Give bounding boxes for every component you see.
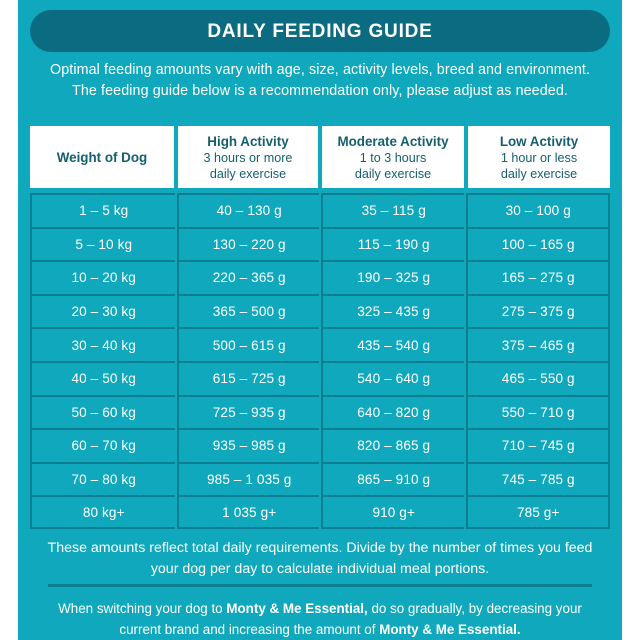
table-row: 10 – 20 kg 220 – 365 g 190 – 325 g 165 – 27…: [30, 260, 610, 294]
column-header-subtitle: 1 to 3 hours daily exercise: [354, 150, 432, 181]
cell-low: 275 – 375 g: [466, 293, 610, 328]
table-row: 60 – 70 kg 935 – 985 g 820 – 865 g 710 – 74…: [30, 428, 610, 462]
cell-moderate: 190 – 325 g: [320, 260, 465, 294]
title-banner: DAILY FEEDING GUIDE: [30, 10, 610, 52]
cell-weight: 60 – 70 kg: [30, 428, 176, 462]
teal-panel: DAILY FEEDING GUIDE Optimal feeding amou…: [18, 0, 622, 640]
cell-weight: 50 – 60 kg: [30, 394, 176, 429]
footer-divider: [48, 584, 592, 587]
page-title: DAILY FEEDING GUIDE: [207, 20, 433, 42]
column-header-title: Moderate Activity: [337, 133, 449, 149]
column-header-title: High Activity: [207, 133, 289, 149]
feeding-table: Weight of Dog High Activity 3 hours or m…: [30, 126, 610, 529]
cell-low: 375 – 465 g: [466, 327, 610, 361]
column-header-subtitle: 1 hour or less daily exercise: [500, 150, 578, 181]
cell-moderate: 435 – 540 g: [320, 327, 465, 361]
table-row: 70 – 80 kg 985 – 1 035 g 865 – 910 g 745 – …: [30, 461, 610, 496]
cell-low: 785 g+: [466, 495, 610, 529]
cell-high: 1 035 g+: [177, 495, 319, 529]
cell-low: 465 – 550 g: [466, 360, 610, 395]
column-header-weight: Weight of Dog: [30, 126, 174, 188]
intro-paragraph: Optimal feeding amounts vary with age, s…: [49, 62, 591, 99]
cell-high: 935 – 985 g: [177, 428, 319, 462]
column-header-moderate-activity: Moderate Activity 1 to 3 hours daily exer…: [322, 126, 464, 188]
cell-high: 40 – 130 g: [177, 193, 319, 227]
cell-weight: 20 – 30 kg: [30, 293, 176, 328]
cell-moderate: 640 – 820 g: [320, 394, 465, 429]
brand-name: Monty & Me Essential,: [226, 601, 368, 616]
column-header-low-activity: Low Activity 1 hour or less daily exercis…: [468, 126, 610, 188]
cell-low: 745 – 785 g: [466, 461, 610, 496]
cell-low: 165 – 275 g: [466, 260, 610, 294]
brand-name: Monty & Me Essential.: [379, 622, 521, 637]
cell-weight: 70 – 80 kg: [30, 461, 176, 496]
table-row: 20 – 30 kg 365 – 500 g 325 – 435 g 275 – 37…: [30, 293, 610, 328]
table-row: 1 – 5 kg 40 – 130 g 35 – 115 g 30 – 100 g: [30, 193, 610, 227]
table-row: 80 kg+ 1 035 g+ 910 g+ 785 g+: [30, 495, 610, 529]
cell-moderate: 35 – 115 g: [320, 193, 465, 227]
cell-high: 615 – 725 g: [177, 360, 319, 395]
cell-weight: 80 kg+: [30, 495, 176, 529]
column-header-high-activity: High Activity 3 hours or more daily exerc…: [177, 126, 318, 188]
cell-low: 550 – 710 g: [466, 394, 610, 429]
cell-high: 220 – 365 g: [177, 260, 319, 294]
cell-high: 985 – 1 035 g: [177, 461, 319, 496]
cell-moderate: 325 – 435 g: [320, 293, 465, 328]
cell-moderate: 820 – 865 g: [320, 428, 465, 462]
switch-text-part1: When switching your dog to: [58, 601, 227, 616]
column-header-subtitle: 3 hours or more daily exercise: [203, 150, 293, 181]
table-row: 40 – 50 kg 615 – 725 g 540 – 640 g 465 – 55…: [30, 360, 610, 395]
cell-moderate: 910 g+: [320, 495, 465, 529]
column-header-title: Low Activity: [499, 133, 579, 149]
footer-switch-note: When switching your dog to Monty & Me Es…: [38, 598, 602, 640]
column-header-title: Weight of Dog: [56, 149, 148, 165]
cell-low: 30 – 100 g: [466, 193, 610, 227]
switch-text-part2: do so gradually, by decreasing your curr…: [119, 601, 582, 637]
cell-weight: 40 – 50 kg: [30, 360, 176, 395]
cell-moderate: 865 – 910 g: [320, 461, 465, 496]
table-header-row: Weight of Dog High Activity 3 hours or m…: [30, 126, 610, 188]
cell-high: 500 – 615 g: [177, 327, 319, 361]
cell-high: 365 – 500 g: [177, 293, 319, 328]
cell-high: 130 – 220 g: [177, 226, 319, 261]
table-row: 5 – 10 kg 130 – 220 g 115 – 190 g 100 – 165…: [30, 226, 610, 261]
cell-weight: 10 – 20 kg: [30, 260, 176, 294]
cell-weight: 5 – 10 kg: [30, 226, 176, 261]
cell-low: 710 – 745 g: [466, 428, 610, 462]
table-row: 50 – 60 kg 725 – 935 g 640 – 820 g 550 – 71…: [30, 394, 610, 429]
table-row: 30 – 40 kg 500 – 615 g 435 – 540 g 375 – 46…: [30, 327, 610, 361]
cell-high: 725 – 935 g: [177, 394, 319, 429]
cell-moderate: 540 – 640 g: [320, 360, 465, 395]
cell-low: 100 – 165 g: [466, 226, 610, 261]
cell-moderate: 115 – 190 g: [320, 226, 465, 261]
cell-weight: 30 – 40 kg: [30, 327, 176, 361]
cell-weight: 1 – 5 kg: [30, 193, 176, 227]
footer-note: These amounts reflect total daily requir…: [47, 540, 593, 577]
